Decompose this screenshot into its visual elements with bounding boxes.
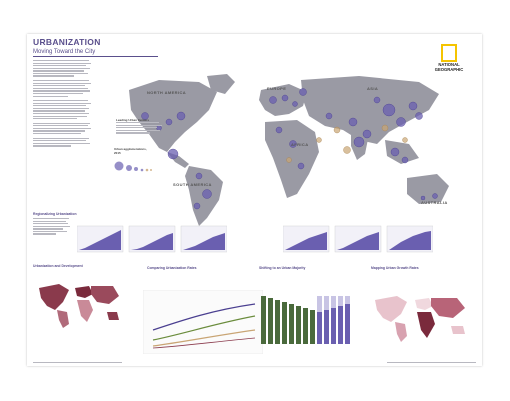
asia-shape <box>301 76 439 144</box>
world-map-svg <box>129 74 449 226</box>
city-circle <box>269 96 277 104</box>
city-circle <box>390 147 400 157</box>
mini-chart-3 <box>180 225 227 253</box>
city-circle <box>193 202 201 210</box>
shifting-bar-chart <box>261 296 350 344</box>
world-map <box>89 70 465 230</box>
section-mapping: Mapping Urban Growth Rates <box>371 266 419 270</box>
mini-chart-6 <box>386 225 433 253</box>
city-circle <box>195 172 203 180</box>
legend-title-agglomerations: Urban agglomerations, 2015 <box>114 147 147 155</box>
logo-line-2: GEOGRAPHIC <box>434 66 464 72</box>
label-europe: EUROPE <box>267 86 287 91</box>
label-africa: AFRICA <box>291 142 309 147</box>
australia-shape <box>407 174 449 204</box>
logo-line-1: NATIONAL <box>438 62 460 67</box>
southeast-asia-shape <box>385 140 419 164</box>
greenland-shape <box>207 74 235 94</box>
city-circle <box>373 96 381 104</box>
section-shifting: Shifting to an Urban Majority <box>259 266 306 270</box>
legend-title-leading: Leading Urban Centers <box>116 118 150 122</box>
city-circle <box>165 118 173 126</box>
growth-circle <box>286 157 292 163</box>
poster-sheet: URBANIZATION Moving Toward the City NATI… <box>27 34 482 366</box>
city-circle <box>141 112 149 120</box>
africa-shape <box>265 120 319 198</box>
comparing-line-chart <box>143 290 263 354</box>
city-circle <box>408 101 418 111</box>
mini-chart-2 <box>128 225 176 253</box>
mini-chart-4 <box>283 225 330 253</box>
section-comparing: Comparing Urbanization Rates <box>147 266 197 270</box>
growth-circle <box>381 124 389 132</box>
mini-chart-1 <box>77 225 124 253</box>
label-asia: ASIA <box>367 86 379 91</box>
national-geographic-logo: NATIONAL GEOGRAPHIC <box>431 44 467 72</box>
section-regionalizing: Regionalizing Urbanization <box>33 212 77 216</box>
intro-text-block <box>33 60 91 148</box>
city-circle <box>362 129 372 139</box>
city-circle <box>281 94 289 102</box>
title-block: URBANIZATION Moving Toward the City <box>33 37 158 57</box>
poster-subtitle: Moving Toward the City <box>33 49 158 57</box>
city-circle <box>202 189 212 199</box>
city-circle <box>325 112 333 120</box>
mini-chart-5 <box>334 225 382 253</box>
north-america-shape <box>129 80 217 152</box>
city-circle <box>420 195 426 201</box>
growth-circles <box>286 124 408 163</box>
growth-circle <box>402 137 408 143</box>
legend-circles-svg <box>114 161 152 172</box>
poster-title: URBANIZATION <box>33 37 101 47</box>
city-circle <box>292 101 298 107</box>
city-circle <box>167 148 179 160</box>
label-south-america: SOUTH AMERICA <box>173 182 212 187</box>
city-circle <box>299 88 307 96</box>
yellow-frame-icon <box>441 44 457 62</box>
growth-circle <box>343 146 351 154</box>
section-urbanization-development: Urbanization and Development <box>33 264 83 268</box>
leading-centers-legend: Leading Urban Centers <box>116 118 164 146</box>
growth-circle <box>333 126 341 134</box>
city-circle <box>297 162 305 170</box>
city-circle <box>176 111 186 121</box>
footer <box>33 362 476 364</box>
growth-rate-choropleth <box>375 296 465 342</box>
label-north-america: NORTH AMERICA <box>147 90 187 95</box>
city-circle <box>275 126 283 134</box>
city-circle <box>289 140 297 148</box>
city-circle <box>396 117 406 127</box>
development-choropleth <box>39 284 119 328</box>
agglomerations-legend: Urban agglomerations, 2015 <box>114 147 154 177</box>
city-circle <box>382 103 396 117</box>
regional-charts-right <box>283 225 433 253</box>
city-circle <box>401 156 409 164</box>
label-australia: AUSTRALIA <box>421 200 448 205</box>
city-circle <box>353 136 365 148</box>
city-circle <box>415 112 423 120</box>
city-circle <box>432 193 438 199</box>
regional-charts-left <box>77 225 227 253</box>
city-circle <box>348 117 358 127</box>
growth-circle <box>316 137 322 143</box>
